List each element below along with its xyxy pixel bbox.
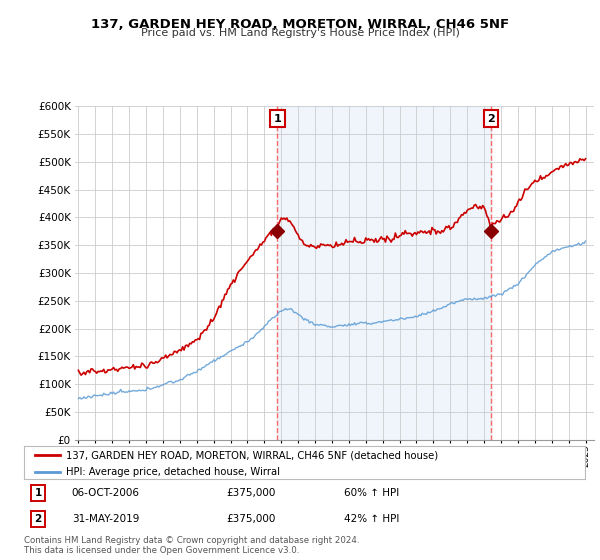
Text: Price paid vs. HM Land Registry's House Price Index (HPI): Price paid vs. HM Land Registry's House … [140,28,460,38]
Text: 137, GARDEN HEY ROAD, MORETON, WIRRAL, CH46 5NF: 137, GARDEN HEY ROAD, MORETON, WIRRAL, C… [91,18,509,31]
Text: 1: 1 [34,488,41,498]
Text: 2: 2 [487,114,495,124]
Text: 31-MAY-2019: 31-MAY-2019 [71,514,139,524]
Text: 60% ↑ HPI: 60% ↑ HPI [344,488,399,498]
Text: Contains HM Land Registry data © Crown copyright and database right 2024.: Contains HM Land Registry data © Crown c… [24,536,359,545]
Text: 2: 2 [34,514,41,524]
Text: HPI: Average price, detached house, Wirral: HPI: Average price, detached house, Wirr… [66,466,280,477]
Bar [277,106,491,440]
Text: £375,000: £375,000 [226,514,275,524]
Text: 137, GARDEN HEY ROAD, MORETON, WIRRAL, CH46 5NF (detached house): 137, GARDEN HEY ROAD, MORETON, WIRRAL, C… [66,450,438,460]
Text: 06-OCT-2006: 06-OCT-2006 [71,488,140,498]
Text: This data is licensed under the Open Government Licence v3.0.: This data is licensed under the Open Gov… [24,547,299,556]
Text: 1: 1 [274,114,281,124]
Text: 42% ↑ HPI: 42% ↑ HPI [344,514,399,524]
Text: £375,000: £375,000 [226,488,275,498]
